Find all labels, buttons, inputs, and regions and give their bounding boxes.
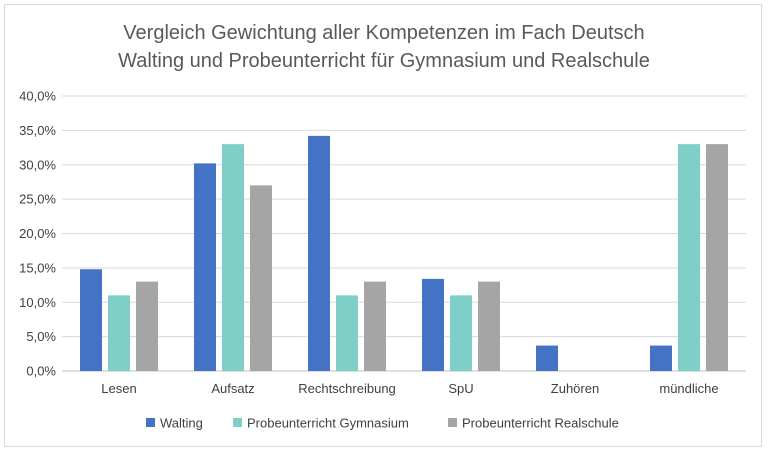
y-tick-label: 20,0% [19, 226, 56, 241]
bar-probeunterricht-realschule-spu [478, 281, 500, 371]
legend-swatch [146, 418, 155, 427]
x-category-label: mündliche [659, 381, 718, 396]
bar-probeunterricht-gymnasium-lesen [108, 295, 130, 371]
bar-walting-aufsatz [194, 163, 216, 371]
chart-frame [4, 4, 762, 447]
bar-probeunterricht-gymnasium-rechtschreibung [336, 295, 358, 371]
x-category-label: Zuhören [551, 381, 599, 396]
bar-walting-spu [422, 278, 444, 371]
bars [80, 135, 728, 371]
bar-probeunterricht-gymnasium-spu [450, 295, 472, 371]
x-category-label: SpU [448, 381, 473, 396]
bar-probeunterricht-gymnasium-mündliche [678, 144, 700, 371]
chart-title-line-2: Walting und Probeunterricht für Gymnasiu… [118, 50, 650, 72]
bar-walting-zuhören [536, 345, 558, 371]
bar-walting-lesen [80, 269, 102, 371]
bar-probeunterricht-realschule-rechtschreibung [364, 281, 386, 371]
bar-probeunterricht-gymnasium-aufsatz [222, 144, 244, 371]
bar-walting-rechtschreibung [308, 135, 330, 371]
legend-label: Probeunterricht Gymnasium [247, 416, 409, 431]
chart-title-line-1: Vergleich Gewichtung aller Kompetenzen i… [123, 22, 644, 44]
bar-probeunterricht-realschule-mündliche [706, 144, 728, 371]
chart-title: Vergleich Gewichtung aller Kompetenzen i… [118, 22, 650, 72]
y-tick-label: 0,0% [26, 364, 56, 379]
x-axis-category-labels: Lesen Aufsatz Rechtschreibung SpU Zuhören mün… [101, 381, 718, 396]
y-tick-label: 40,0% [19, 89, 56, 104]
y-tick-label: 15,0% [19, 260, 56, 275]
y-tick-label: 10,0% [19, 295, 56, 310]
x-category-label: Aufsatz [211, 381, 254, 396]
legend: Walting Probeunterricht Gymnasium Probeunt… [146, 416, 619, 431]
x-category-label: Rechtschreibung [298, 381, 396, 396]
legend-swatch [448, 418, 457, 427]
legend-label: Walting [160, 416, 203, 431]
bar-walting-mündliche [650, 345, 672, 371]
legend-swatch [233, 418, 242, 427]
y-axis-tick-labels: 0,0% 5,0% 10,0% 15,0% 20,0% 25,0% 30,0% 35,0% 40… [19, 89, 56, 379]
x-category-label: Lesen [101, 381, 136, 396]
y-tick-label: 30,0% [19, 157, 56, 172]
y-tick-label: 25,0% [19, 192, 56, 207]
gridlines [62, 95, 746, 372]
bar-probeunterricht-realschule-lesen [136, 281, 158, 371]
bar-probeunterricht-realschule-aufsatz [250, 185, 272, 371]
y-tick-label: 35,0% [19, 123, 56, 138]
y-tick-label: 5,0% [26, 329, 56, 344]
legend-label: Probeunterricht Realschule [462, 416, 619, 431]
